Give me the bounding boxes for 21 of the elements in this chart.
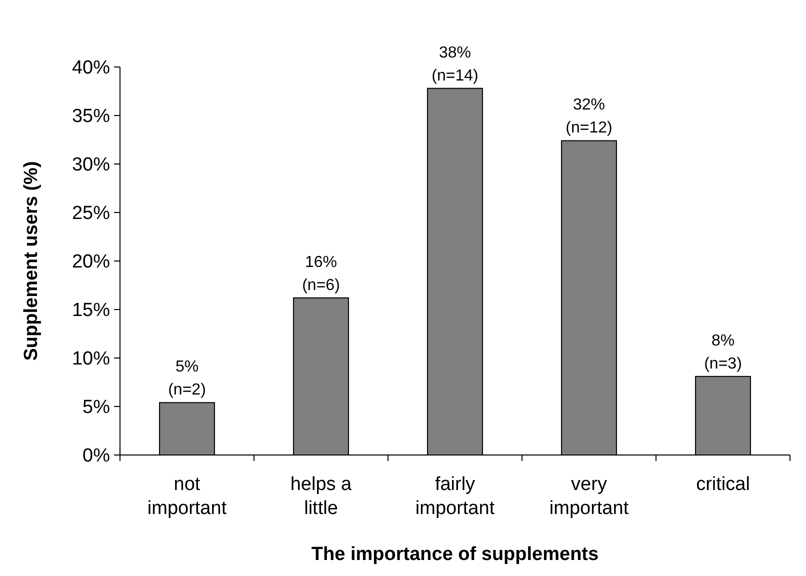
y-tick-label: 35% [72,106,110,128]
y-tick-label: 0% [82,446,110,467]
y-axis-title: Supplement users (%) [21,161,42,361]
data-label: 8% (n=3) [704,332,742,372]
y-tick-label: 15% [72,300,110,322]
data-label: 38% (n=14) [432,44,478,84]
y-tick-label: 30% [72,154,110,176]
data-label: 5% (n=2) [168,358,206,399]
x-tick-label: fairly important [415,474,496,519]
y-tick-label: 5% [82,397,110,418]
x-tick-label: very important [549,474,630,519]
data-label: 16% (n=6) [302,254,340,294]
y-tick-label: 40% [72,58,110,79]
y-tick-label: 10% [72,348,110,370]
x-axis-title: The importance of supplements [311,544,599,565]
x-tick-label: not important [147,474,228,519]
x-tick-label: critical [696,474,750,495]
data-label: 32% (n=12) [566,96,612,137]
x-tick-label: helps a little [290,474,352,519]
y-tick-label: 20% [72,252,110,273]
y-tick-label: 25% [72,203,110,224]
